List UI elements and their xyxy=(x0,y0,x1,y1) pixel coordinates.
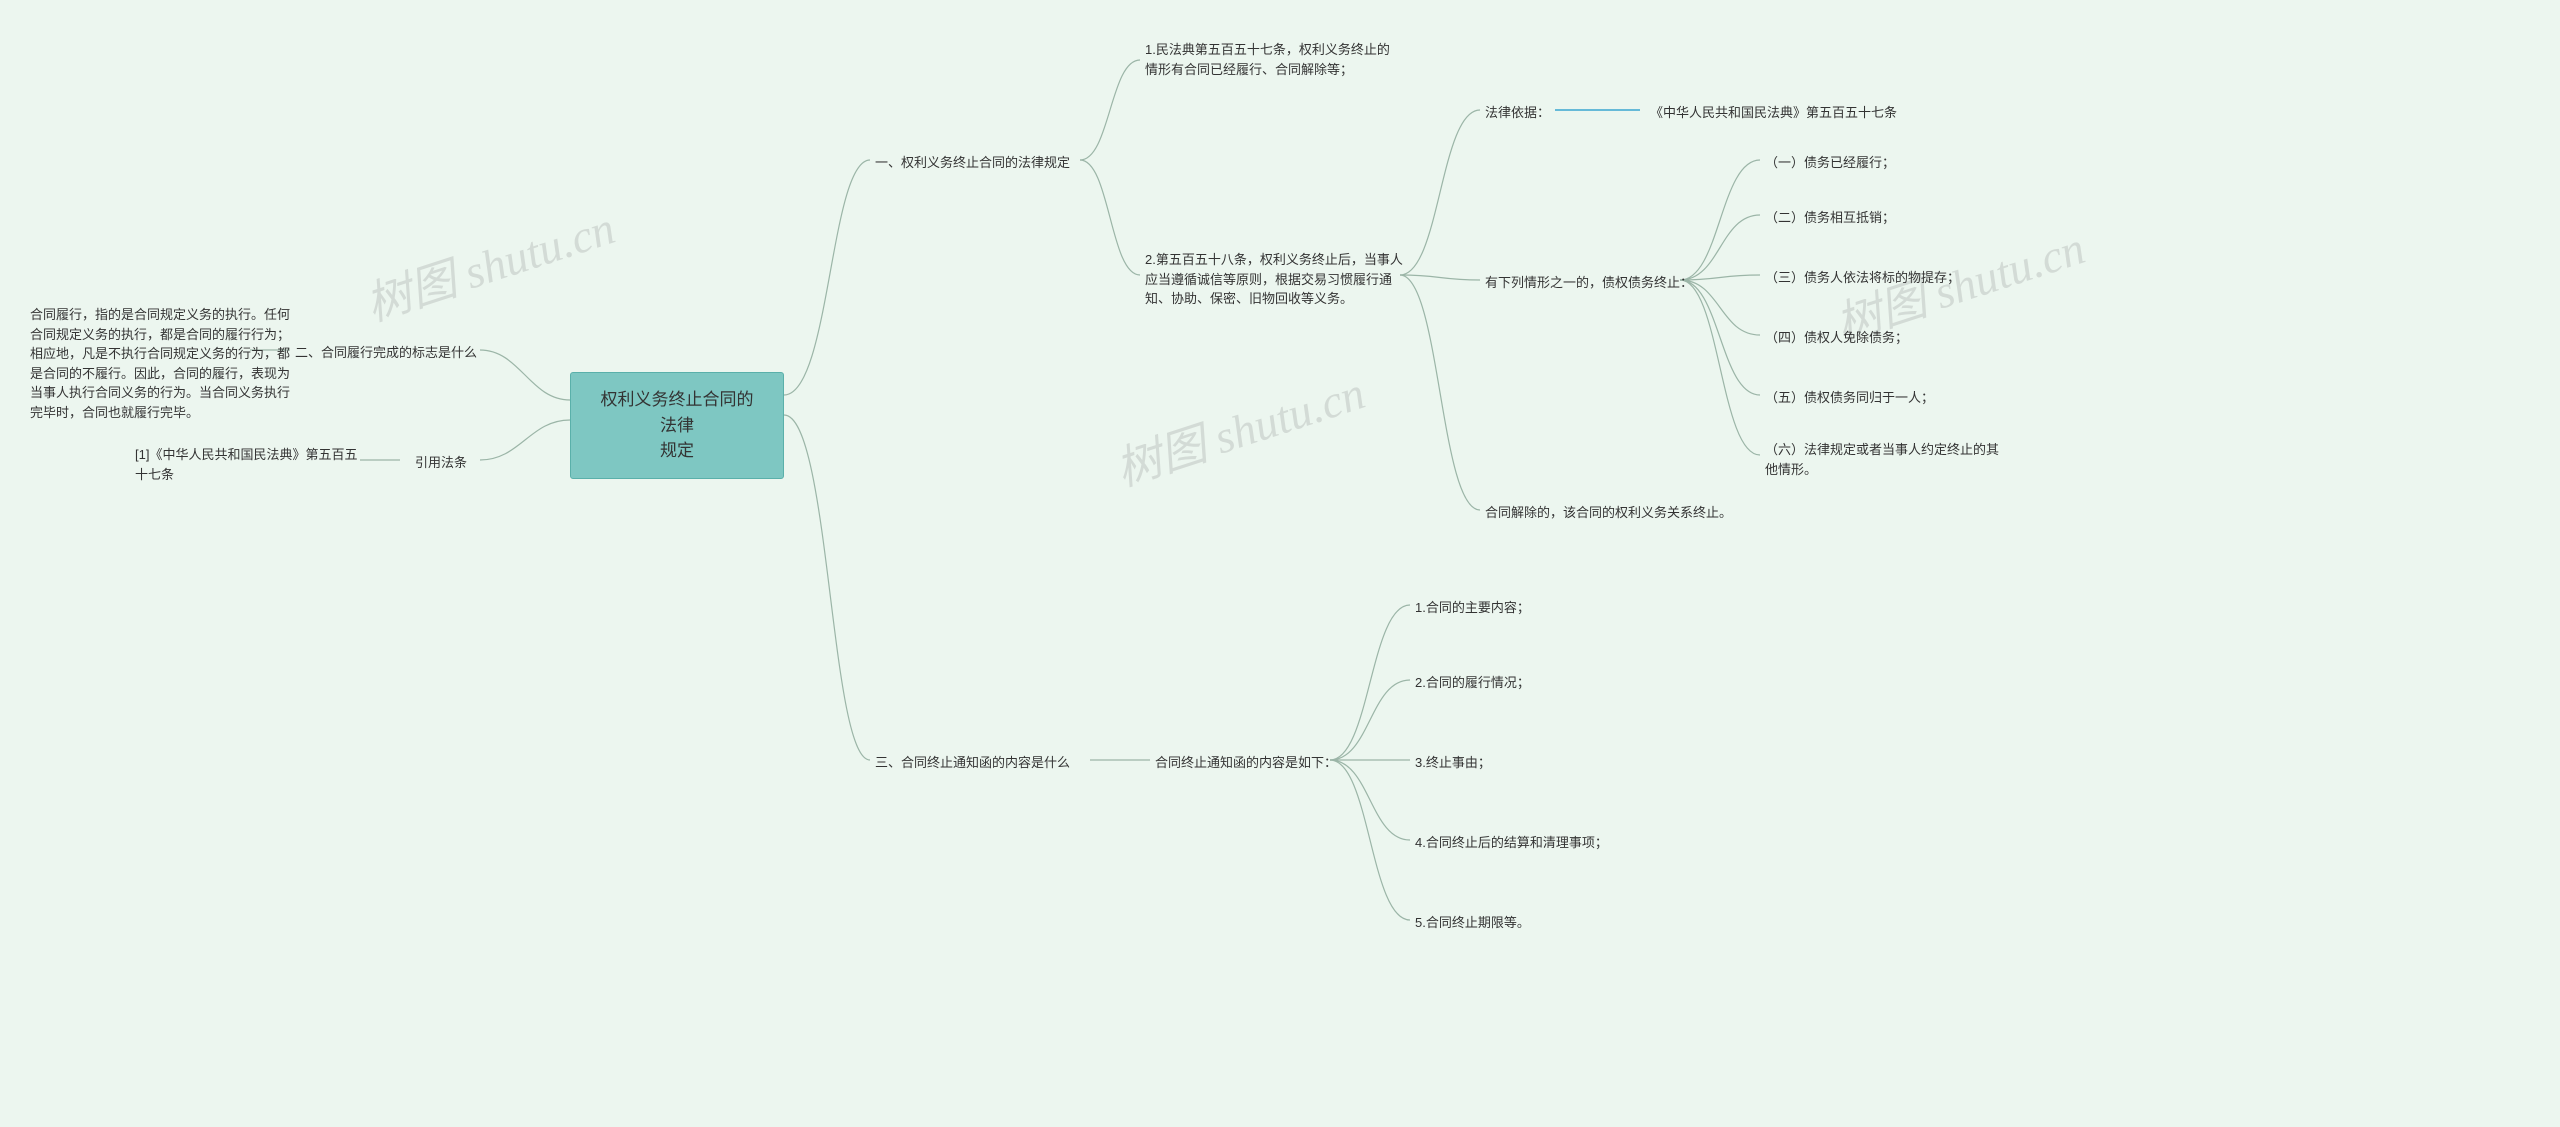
conditions-label[interactable]: 有下列情形之一的，债权债务终止： xyxy=(1485,273,1693,293)
watermark: 树图 shutu.cn xyxy=(356,192,622,335)
section-1-item-3: 合同解除的，该合同的权利义务关系终止。 xyxy=(1485,503,1732,523)
condition-2: （二）债务相互抵销； xyxy=(1765,208,1895,228)
section-2-desc: 合同履行，指的是合同规定义务的执行。任何合同规定义务的执行，都是合同的履行行为；… xyxy=(30,305,290,422)
section-3-label[interactable]: 三、合同终止通知函的内容是什么 xyxy=(875,753,1070,773)
section-3-sub[interactable]: 合同终止通知函的内容是如下： xyxy=(1155,753,1337,773)
section-2-label[interactable]: 二、合同履行完成的标志是什么 xyxy=(295,343,477,363)
section-3-item-3: 3.终止事由； xyxy=(1415,753,1491,773)
section-3-item-5: 5.合同终止期限等。 xyxy=(1415,913,1530,933)
section-1-item-1: 1.民法典第五百五十七条，权利义务终止的情形有合同已经履行、合同解除等； xyxy=(1145,40,1400,79)
root-title-line2: 规定 xyxy=(593,438,761,464)
condition-6: （六）法律规定或者当事人约定终止的其他情形。 xyxy=(1765,440,2005,479)
root-node[interactable]: 权利义务终止合同的法律 规定 xyxy=(570,372,784,479)
section-3-item-4: 4.合同终止后的结算和清理事项； xyxy=(1415,833,1608,853)
condition-4: （四）债权人免除债务； xyxy=(1765,328,1908,348)
section-1-item-2: 2.第五百五十八条，权利义务终止后，当事人应当遵循诚信等原则，根据交易习惯履行通… xyxy=(1145,250,1405,309)
law-basis-label[interactable]: 法律依据： xyxy=(1485,103,1550,123)
citation-label[interactable]: 引用法条 xyxy=(415,453,467,473)
condition-3: （三）债务人依法将标的物提存； xyxy=(1765,268,1960,288)
citation-desc: [1]《中华人民共和国民法典》第五百五十七条 xyxy=(135,445,365,484)
law-basis-value: 《中华人民共和国民法典》第五百五十七条 xyxy=(1650,103,1897,123)
condition-5: （五）债权债务同归于一人； xyxy=(1765,388,1934,408)
condition-1: （一）债务已经履行； xyxy=(1765,153,1895,173)
section-3-item-2: 2.合同的履行情况； xyxy=(1415,673,1530,693)
root-title-line1: 权利义务终止合同的法律 xyxy=(593,387,761,438)
section-1-label[interactable]: 一、权利义务终止合同的法律规定 xyxy=(875,153,1070,173)
mindmap-edges xyxy=(0,0,2560,1127)
watermark: 树图 shutu.cn xyxy=(1106,357,1372,500)
section-3-item-1: 1.合同的主要内容； xyxy=(1415,598,1530,618)
